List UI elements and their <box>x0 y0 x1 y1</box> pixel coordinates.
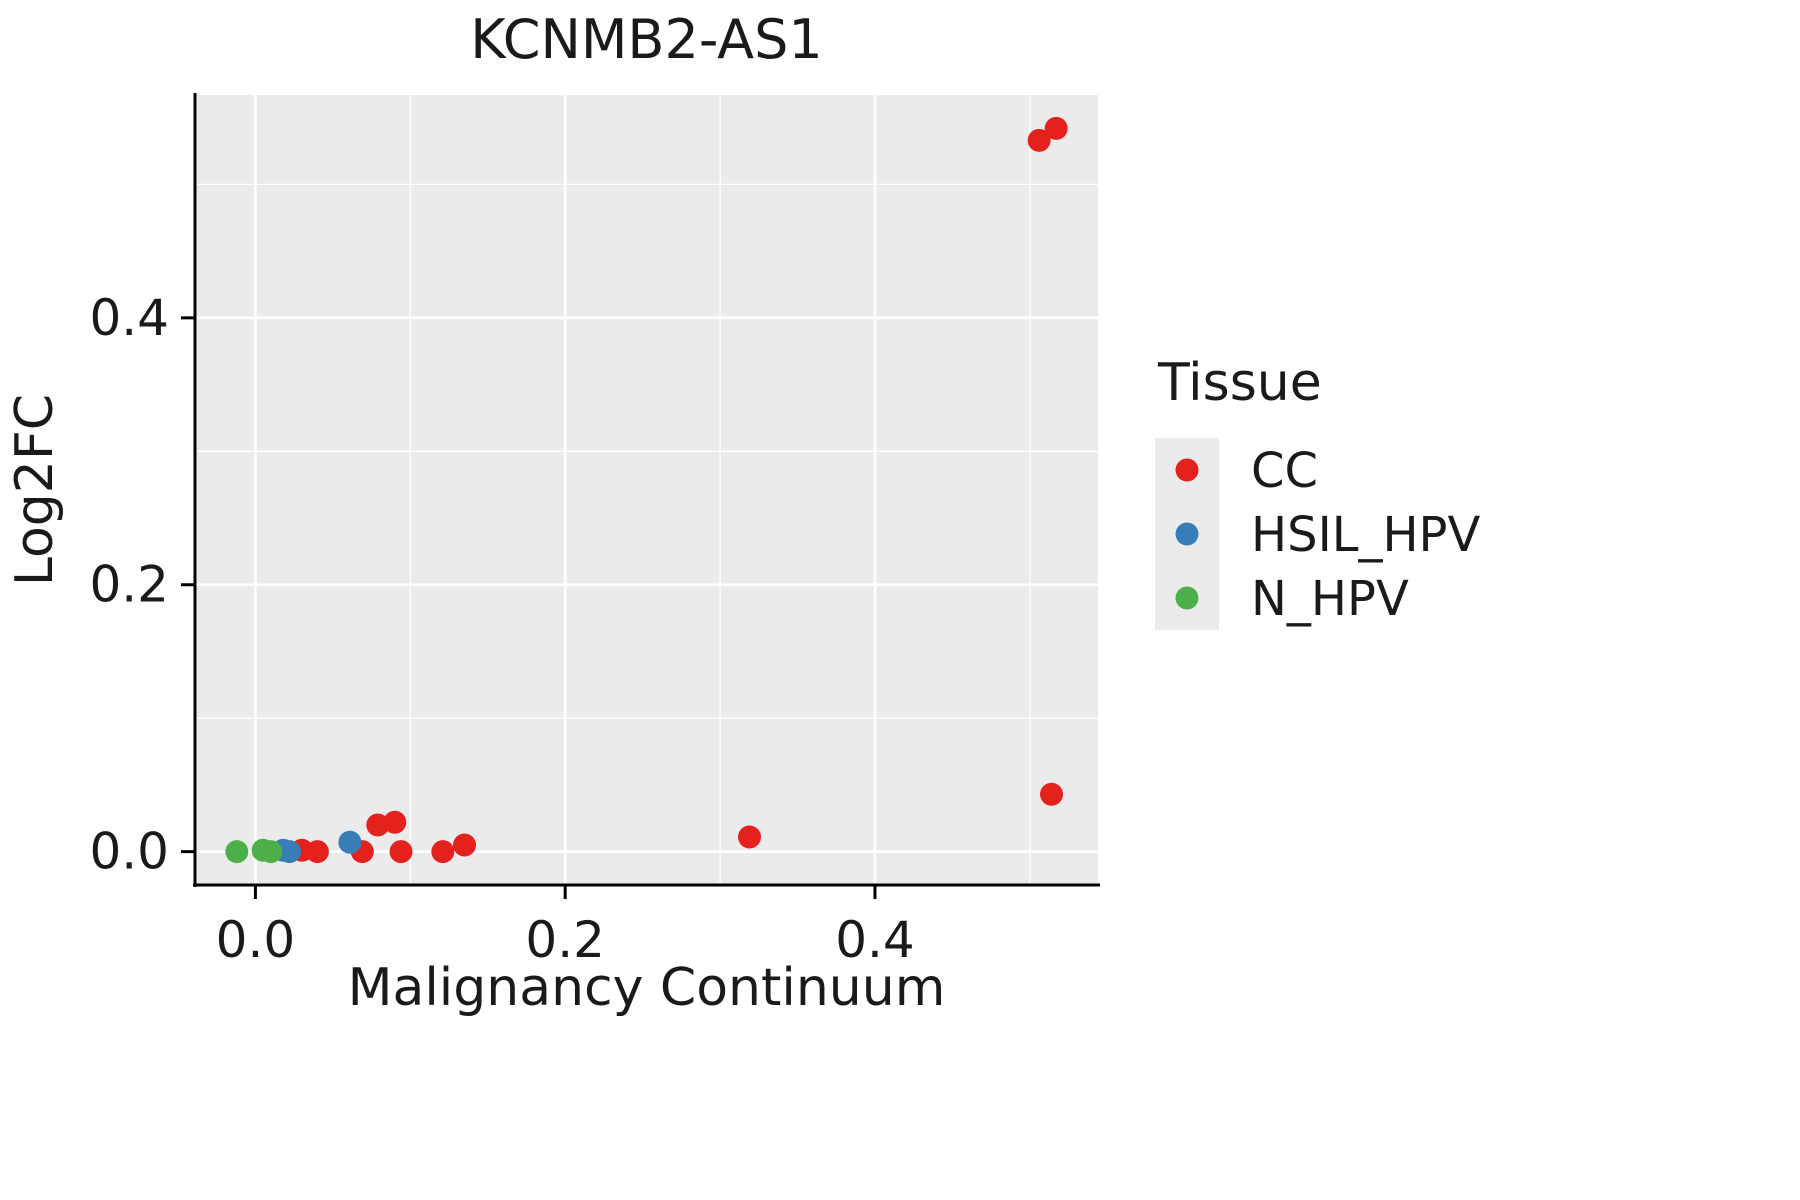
scatter-point-CC <box>1027 128 1051 152</box>
y-tick-label: 0.2 <box>89 556 169 614</box>
legend-label-N_HPV: N_HPV <box>1251 571 1409 627</box>
chart-title: KCNMB2-AS1 <box>470 8 822 71</box>
x-tick-label: 0.4 <box>835 911 915 969</box>
x-tick-label: 0.2 <box>525 911 605 969</box>
scatter-point-CC <box>366 813 390 837</box>
scatter-point-HSIL_HPV <box>277 840 301 864</box>
axis-ticks <box>181 316 877 899</box>
scatter-point-CC <box>1044 116 1068 140</box>
scatter-point-CC <box>305 840 329 864</box>
y-axis-label: Log2FC <box>5 394 65 586</box>
axis-lines <box>193 93 1100 887</box>
axis-tick-labels: 0.0 0.2 0.4 0.0 0.2 0.4 <box>89 289 914 969</box>
scatter-point-CC <box>1040 782 1064 806</box>
scatter-point-HSIL_HPV <box>338 830 362 854</box>
legend-entries: CC HSIL_HPV N_HPV <box>1155 438 1481 630</box>
major-gridlines <box>195 95 1098 885</box>
legend: Tissue CC HSIL_HPV N_HPV <box>1155 353 1481 630</box>
x-axis-label: Malignancy Continuum <box>348 958 946 1018</box>
scatter-point-CC <box>738 825 762 849</box>
legend-label-CC: CC <box>1251 443 1318 499</box>
legend-key-dot-N_HPV <box>1175 586 1199 610</box>
legend-key-dot-CC <box>1175 458 1199 482</box>
legend-key-dot-HSIL_HPV <box>1175 522 1199 546</box>
legend-label-HSIL_HPV: HSIL_HPV <box>1251 507 1481 563</box>
minor-gridlines <box>195 95 1098 885</box>
x-tick-label: 0.0 <box>216 911 296 969</box>
scatter-point-CC <box>389 840 413 864</box>
y-tick-label: 0.0 <box>89 823 169 881</box>
scatter-point-CC <box>431 840 455 864</box>
data-points <box>225 116 1068 864</box>
scatter-point-N_HPV <box>225 840 249 864</box>
scatter-point-CC <box>453 833 477 857</box>
plot-panel <box>195 95 1098 885</box>
scatter-point-CC <box>383 810 407 834</box>
y-tick-label: 0.4 <box>89 289 169 347</box>
legend-title: Tissue <box>1157 353 1322 413</box>
scatter-point-N_HPV <box>259 840 283 864</box>
